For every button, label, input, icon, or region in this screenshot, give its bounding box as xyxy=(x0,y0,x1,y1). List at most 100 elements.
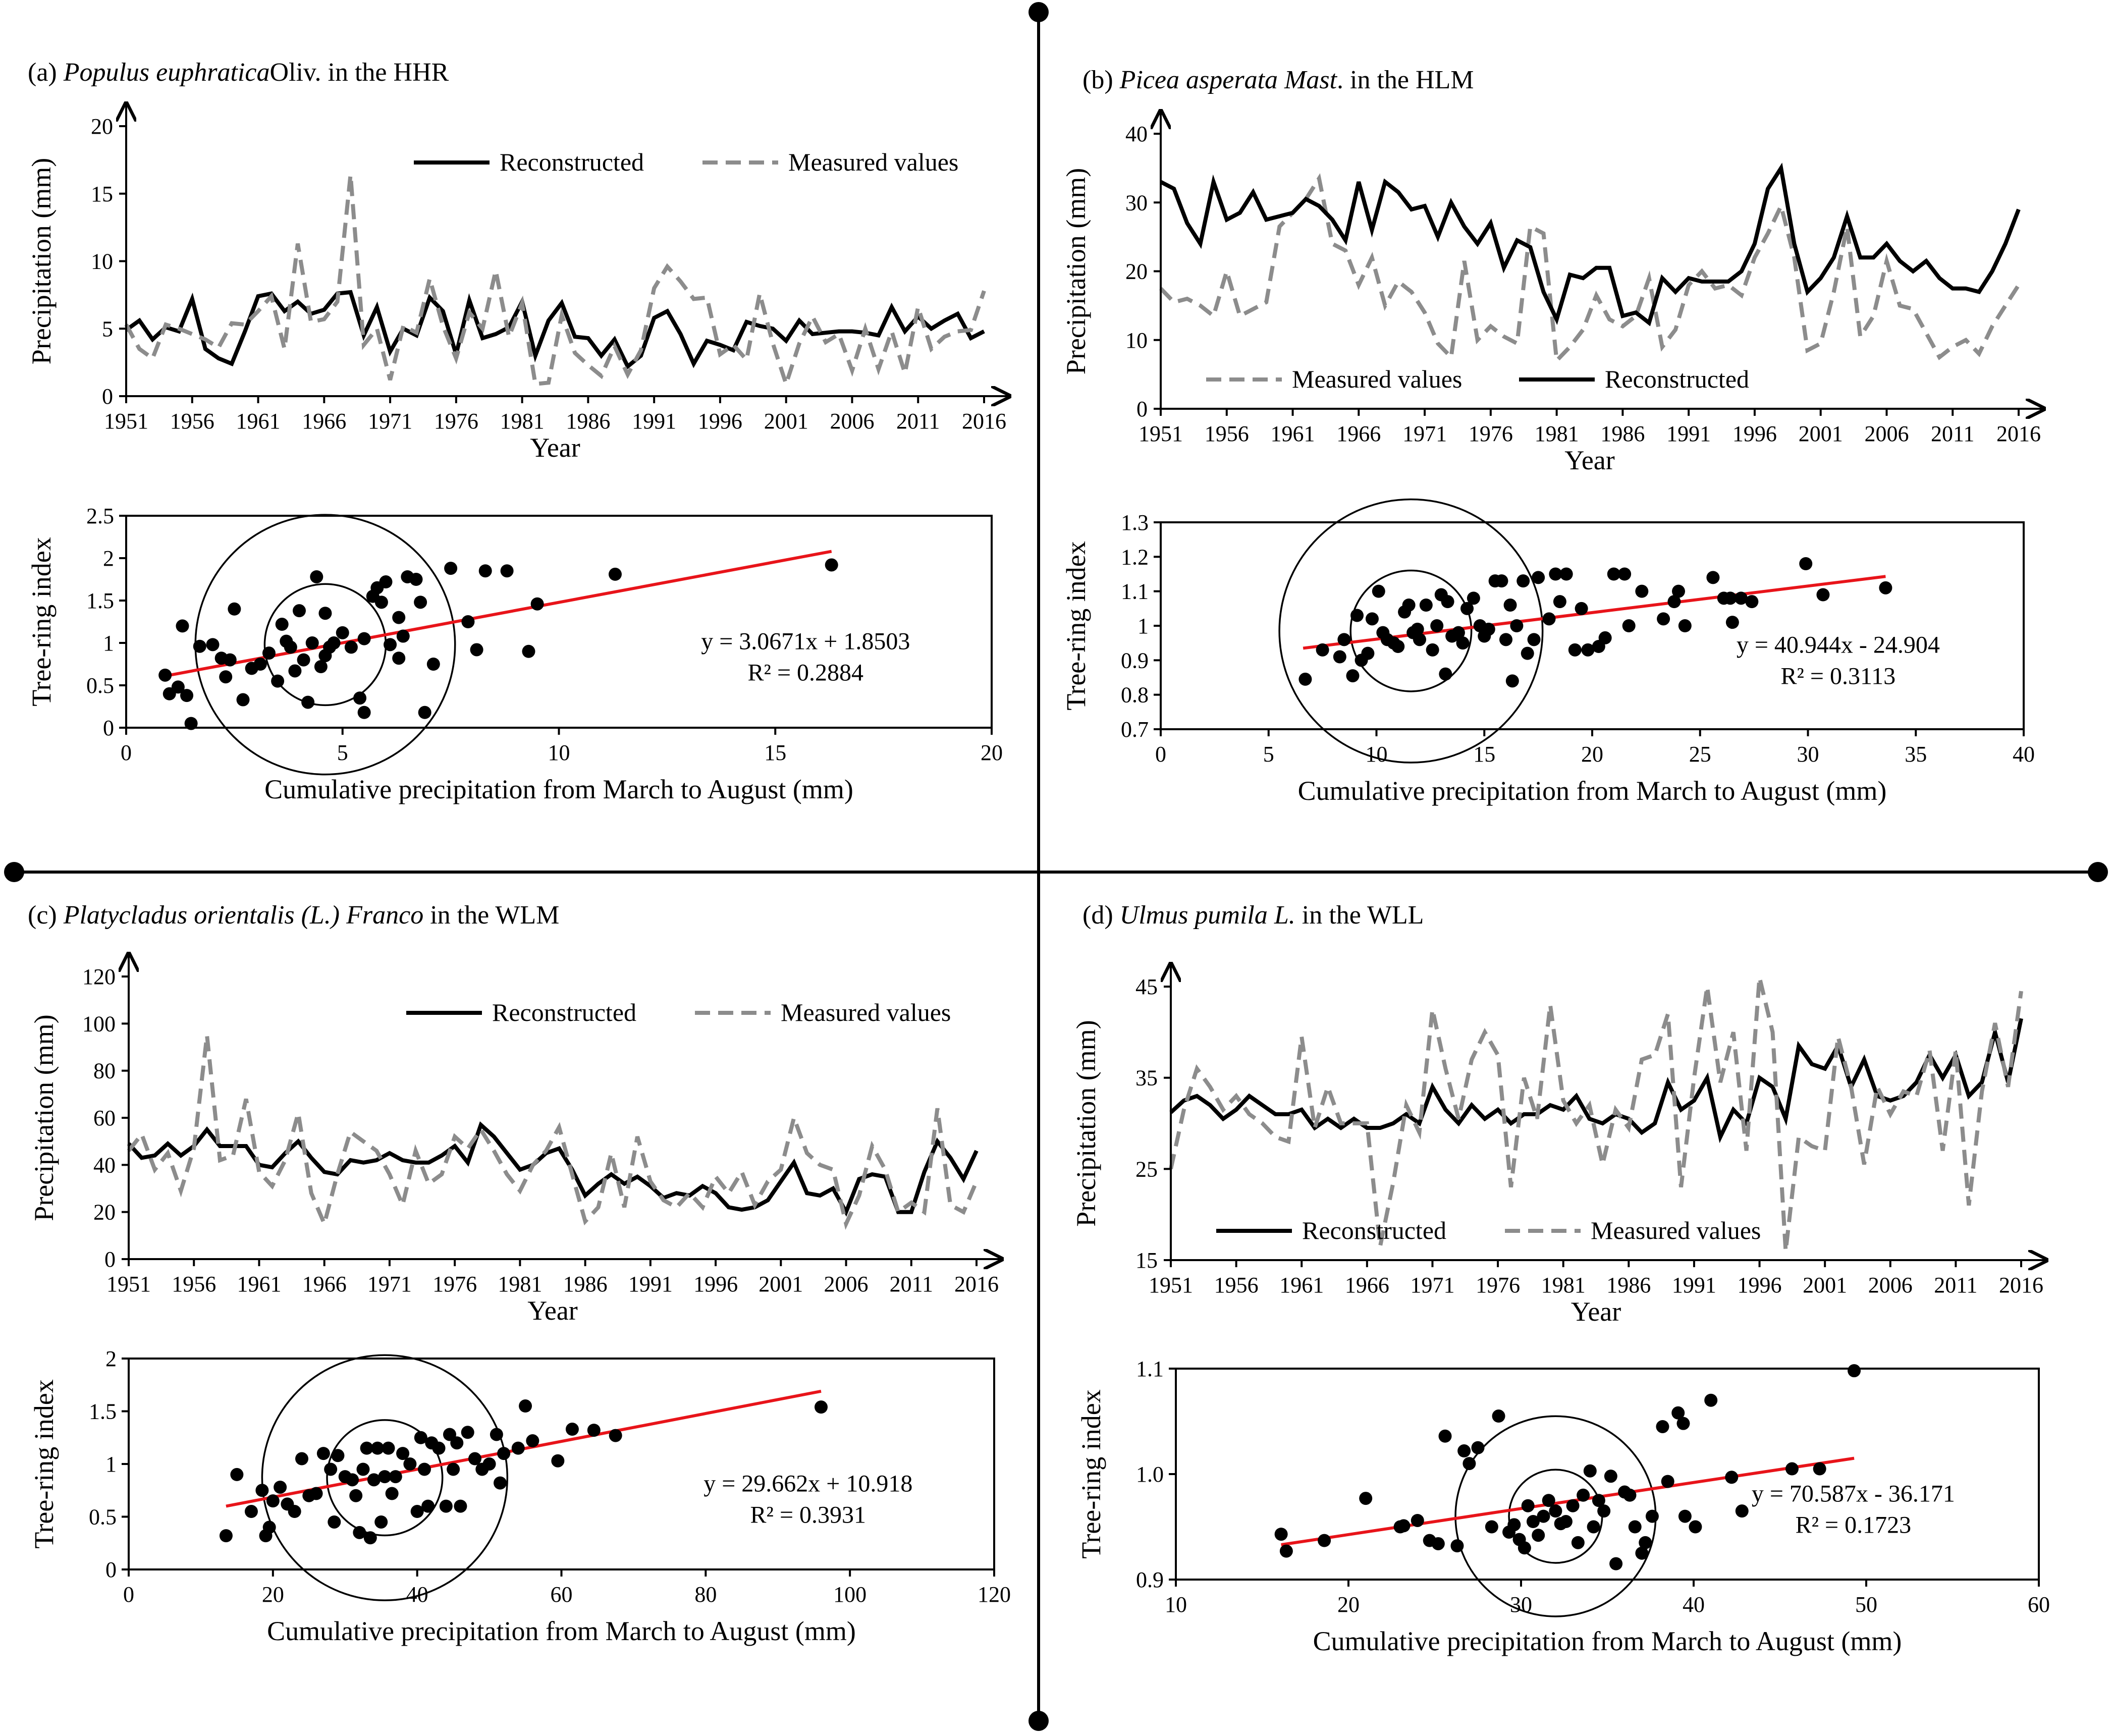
data-point xyxy=(432,1441,446,1455)
r-squared: R² = 0.1723 xyxy=(1796,1511,1911,1538)
data-point xyxy=(1577,1488,1590,1502)
data-point xyxy=(385,1487,399,1500)
x-tick-label: 100 xyxy=(833,1582,867,1607)
x-tick-label: 1976 xyxy=(432,1272,477,1296)
x-tick-label: 1996 xyxy=(693,1272,738,1296)
data-point xyxy=(253,658,267,671)
y-tick-label: 0.5 xyxy=(89,1505,117,1530)
x-tick-label: 1991 xyxy=(1666,421,1711,446)
data-point xyxy=(1482,622,1495,636)
data-point xyxy=(374,1515,388,1529)
x-axis-label: Cumulative precipitation from March to A… xyxy=(1313,1626,1902,1656)
data-point xyxy=(1848,1364,1861,1378)
x-tick-label: 2001 xyxy=(1803,1273,1847,1297)
y-axis-label: Precipitation (mm) xyxy=(1071,1020,1101,1226)
data-point xyxy=(1635,584,1649,598)
y-tick-label: 40 xyxy=(1125,122,1148,146)
y-tick-label: 15 xyxy=(91,182,113,206)
regression-equation: y = 40.944x - 24.904 xyxy=(1737,631,1940,658)
highlight-circle xyxy=(326,1419,444,1537)
data-point xyxy=(1507,1518,1521,1532)
data-point xyxy=(1639,1536,1652,1549)
data-point xyxy=(336,626,349,639)
data-point xyxy=(288,664,302,678)
data-point xyxy=(1426,643,1439,657)
data-point xyxy=(353,691,367,705)
x-tick-label: 2016 xyxy=(954,1272,999,1296)
panel-d: (d) Ulmus pumila L. in the WLL 15 25 35 45 19… xyxy=(1071,901,2050,1656)
x-tick-label: 35 xyxy=(1905,742,1927,767)
x-tick-label: 1956 xyxy=(170,409,214,433)
data-point xyxy=(1623,1488,1637,1502)
x-tick-label: 2011 xyxy=(896,409,940,433)
data-point xyxy=(1706,571,1720,584)
data-point xyxy=(1725,616,1739,629)
x-tick-label: 1981 xyxy=(498,1272,542,1296)
time-series-chart: 0 10 20 30 40 1951 1956 1961 1966 1971 1976 1981 198… xyxy=(1061,111,2044,475)
data-point xyxy=(1735,1504,1749,1518)
data-point xyxy=(1635,1546,1649,1560)
data-point xyxy=(1575,602,1588,615)
y-tick-label: 0 xyxy=(104,1247,116,1272)
data-point xyxy=(417,1462,431,1476)
data-point xyxy=(1316,643,1329,657)
data-point xyxy=(1723,591,1737,605)
x-axis-label: Year xyxy=(530,432,580,463)
data-point xyxy=(310,570,323,583)
data-point xyxy=(1411,1513,1424,1527)
data-point xyxy=(825,558,838,572)
data-point xyxy=(389,1470,402,1484)
data-point xyxy=(219,1529,233,1543)
x-tick-label: 2006 xyxy=(830,409,874,433)
data-point xyxy=(1467,591,1480,605)
x-tick-label: 1981 xyxy=(500,409,545,433)
data-point xyxy=(1598,631,1612,644)
data-point xyxy=(295,1452,308,1466)
data-point xyxy=(1581,643,1595,657)
trend-line xyxy=(1281,1456,1855,1546)
data-point xyxy=(288,1505,301,1518)
data-point xyxy=(1471,1441,1485,1454)
panel-title-label: (c) xyxy=(28,901,57,930)
panel-title-species: Platycladus orientalis (L.) Franco xyxy=(63,901,423,930)
x-tick-label: 5 xyxy=(1263,742,1274,767)
divider-endpoint-dot xyxy=(1028,2,1049,22)
data-point xyxy=(392,652,406,665)
y-tick-label: 45 xyxy=(1135,974,1158,999)
data-point xyxy=(421,1499,435,1513)
x-tick-label: 1976 xyxy=(1469,421,1513,446)
data-point xyxy=(1689,1520,1702,1534)
series-line-measured-values xyxy=(124,174,986,391)
data-point xyxy=(266,1494,280,1508)
data-point xyxy=(439,1499,453,1513)
data-point xyxy=(1542,1494,1555,1507)
data-point xyxy=(1609,1557,1623,1570)
y-tick-label: 1.5 xyxy=(86,588,114,613)
data-point xyxy=(1518,1541,1531,1555)
data-point xyxy=(1413,633,1426,646)
data-point xyxy=(608,567,622,581)
data-point xyxy=(1672,584,1685,598)
data-point xyxy=(363,1531,377,1545)
data-point xyxy=(1559,567,1573,581)
y-tick-label: 5 xyxy=(102,316,113,341)
panel-title: (b) Picea asperata Mast. in the HLM xyxy=(1082,66,1474,94)
data-point xyxy=(494,1476,507,1490)
data-point xyxy=(236,693,250,707)
x-tick-label: 1986 xyxy=(566,409,610,433)
data-point xyxy=(262,1521,276,1534)
y-axis-label: Tree-ring index xyxy=(1076,1389,1106,1558)
panel-title-rest: in the WLM xyxy=(423,901,559,930)
data-point xyxy=(1430,619,1444,632)
data-point xyxy=(1485,1520,1498,1534)
x-tick-label: 20 xyxy=(262,1582,284,1607)
data-point xyxy=(1618,567,1632,581)
x-tick-label: 10 xyxy=(548,740,570,765)
data-point xyxy=(1460,602,1474,615)
data-point xyxy=(331,1449,345,1462)
r-squared: R² = 0.3113 xyxy=(1780,663,1896,689)
data-point xyxy=(367,1473,381,1487)
regression-equation: y = 29.662x + 10.918 xyxy=(703,1470,912,1497)
panel-title: (c) Platycladus orientalis (L.) Franco i… xyxy=(28,901,559,930)
regression-equation: y = 3.0671x + 1.8503 xyxy=(701,628,910,655)
